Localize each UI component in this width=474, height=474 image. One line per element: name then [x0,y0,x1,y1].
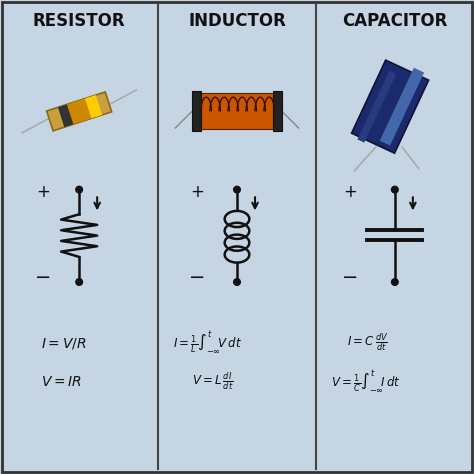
Circle shape [392,186,398,193]
Text: +: + [190,183,204,201]
Text: $V = L\,\frac{dI}{dt}$: $V = L\,\frac{dI}{dt}$ [192,371,234,392]
Text: +: + [343,183,357,201]
Text: $I = \frac{1}{L}\int_{-\infty}^{t}\!V\,dt$: $I = \frac{1}{L}\int_{-\infty}^{t}\!V\,d… [173,329,242,355]
Circle shape [76,186,82,193]
Polygon shape [85,95,102,118]
Text: $I = V/R$: $I = V/R$ [41,336,87,351]
Text: $V = IR$: $V = IR$ [41,374,82,389]
Text: −: − [342,268,358,287]
Text: CAPACITOR: CAPACITOR [342,12,447,30]
Text: $I = C\,\frac{dV}{dt}$: $I = C\,\frac{dV}{dt}$ [347,331,389,353]
Circle shape [234,186,240,193]
Text: −: − [36,268,52,287]
Text: INDUCTOR: INDUCTOR [188,12,286,30]
Polygon shape [76,98,93,121]
Polygon shape [201,93,273,129]
Circle shape [76,279,82,285]
Polygon shape [380,68,424,146]
Text: −: − [189,268,205,287]
Polygon shape [46,92,112,131]
Polygon shape [58,104,75,127]
Text: +: + [36,183,51,201]
Polygon shape [67,101,84,124]
Polygon shape [357,71,396,143]
Text: $V = \frac{1}{C}\int_{-\infty}^{t}\!I\,dt$: $V = \frac{1}{C}\int_{-\infty}^{t}\!I\,d… [331,369,401,394]
Polygon shape [192,91,201,131]
Polygon shape [273,91,282,131]
Text: RESISTOR: RESISTOR [33,12,126,30]
Polygon shape [352,60,428,153]
Circle shape [234,279,240,285]
Circle shape [392,279,398,285]
